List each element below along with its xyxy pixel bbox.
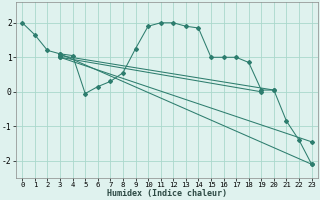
X-axis label: Humidex (Indice chaleur): Humidex (Indice chaleur): [107, 189, 227, 198]
